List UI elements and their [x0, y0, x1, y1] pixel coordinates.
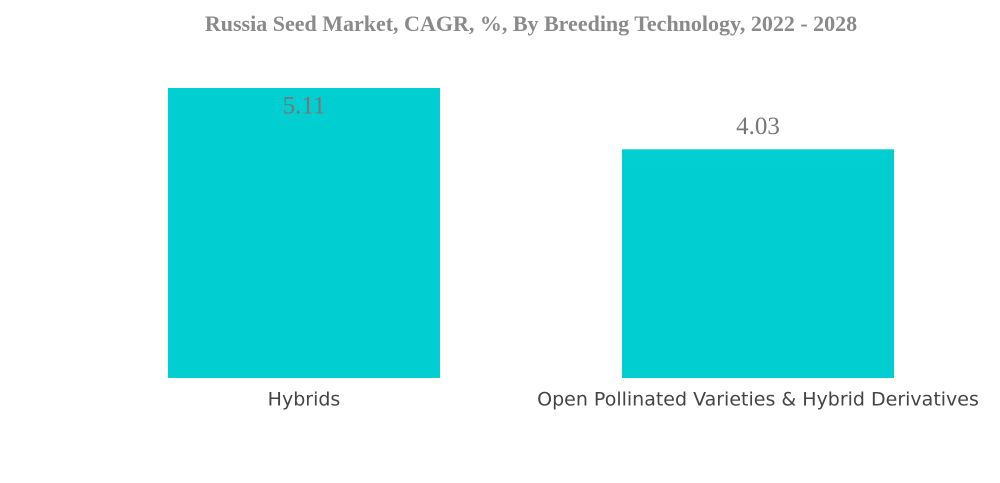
bar: [622, 149, 894, 378]
value-label: 5.11: [283, 93, 326, 120]
x-tick-label: Open Pollinated Varieties & Hybrid Deriv…: [537, 389, 979, 411]
value-label: 4.03: [736, 113, 780, 140]
bar: [168, 88, 440, 378]
chart-title: Russia Seed Market, CAGR, %, By Breeding…: [205, 11, 857, 36]
x-tick-label: Hybrids: [268, 389, 341, 411]
